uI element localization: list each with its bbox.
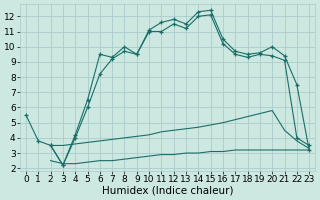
X-axis label: Humidex (Indice chaleur): Humidex (Indice chaleur) <box>102 186 233 196</box>
